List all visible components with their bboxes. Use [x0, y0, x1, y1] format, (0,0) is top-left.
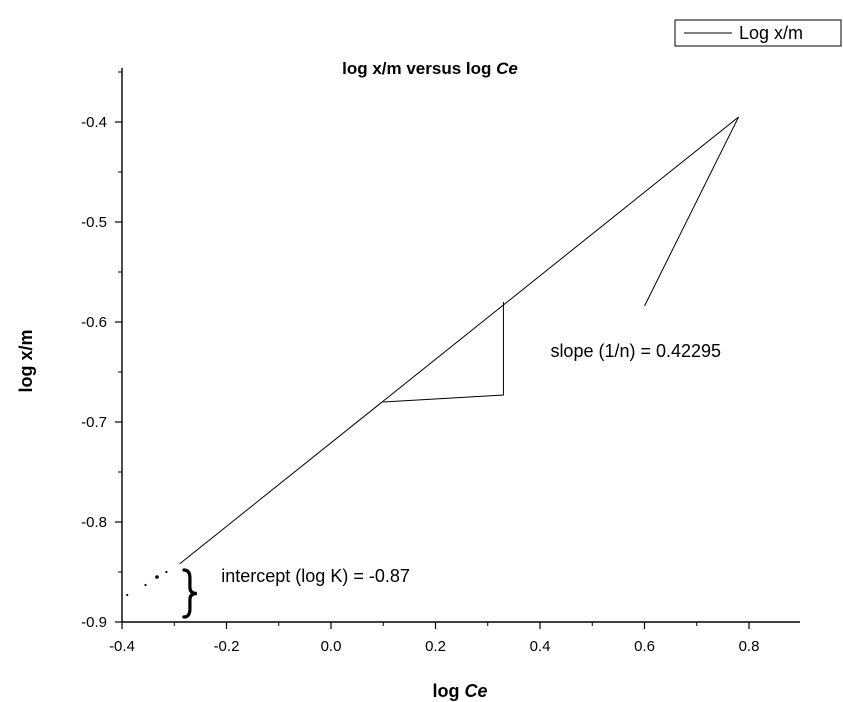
intercept-annotation: intercept (log K) = -0.87: [221, 566, 410, 586]
series-line: [179, 116, 739, 565]
x-tick-label: -0.2: [214, 638, 240, 655]
x-tick-label: 0.6: [634, 638, 655, 655]
chart-title: log x/m versus log Ce: [342, 59, 518, 78]
y-tick-label: -0.4: [81, 114, 107, 131]
x-axis-title: log Ce: [432, 681, 487, 701]
legend: Log x/m: [674, 19, 842, 47]
slope-annotation: slope (1/n) = 0.42295: [550, 341, 721, 361]
y-tick-label: -0.9: [81, 614, 107, 631]
y-tick-label: -0.7: [81, 414, 107, 431]
y-axis-title: log x/m: [16, 329, 36, 392]
x-tick-label: 0.0: [321, 638, 342, 655]
x-tick-label: 0.2: [425, 638, 446, 655]
extrapolation-dot: [155, 575, 159, 579]
intercept-brace: [182, 568, 198, 619]
axes: -0.4 -0.2 0.0 0.2 0.4 0.6 0.8 -0.9 -0.8 -0.7 -0.6 -…: [81, 68, 800, 655]
slope-pointer-line: [644, 116, 739, 307]
extrapolation-dot: [144, 583, 147, 587]
y-tick-label: -0.8: [81, 514, 107, 531]
y-tick-label: -0.5: [81, 214, 107, 231]
chart-title-text: log x/m versus log: [342, 59, 496, 78]
chart-title-italic: Ce: [496, 59, 518, 78]
extrapolation-dot: [165, 570, 168, 574]
x-tick-label: 0.4: [530, 638, 551, 655]
y-tick-label: -0.6: [81, 314, 107, 331]
x-axis-title-italic: Ce: [464, 681, 487, 701]
x-tick-label: -0.4: [109, 638, 135, 655]
extrapolation-dot: [126, 593, 129, 597]
x-tick-label: 0.8: [739, 638, 760, 655]
slope-triangle: [383, 302, 504, 403]
x-axis-title-text: log: [432, 681, 464, 701]
plot-area: slope (1/n) = 0.42295 intercept (log K) =…: [126, 116, 739, 619]
legend-label: Log x/m: [739, 23, 803, 43]
